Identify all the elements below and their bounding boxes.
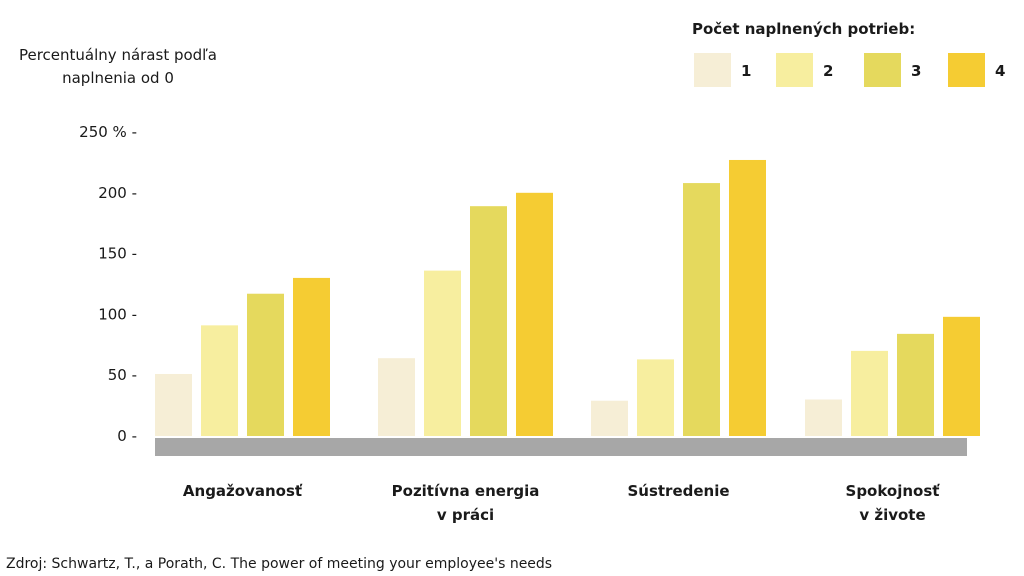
legend-label-1: 1: [741, 62, 751, 80]
x-category-label: Angažovanosť: [183, 482, 303, 500]
x-category-label: Pozitívna energia: [392, 482, 540, 500]
y-axis-title: Percentuálny nárast podľa naplnenia od 0: [18, 46, 218, 87]
bar-2-series-2: [424, 270, 461, 436]
bar-3-series-2: [637, 359, 674, 436]
x-category-label: v práci: [437, 506, 494, 524]
y-tick-label: 250 % -: [79, 123, 137, 141]
bar-4-series-3: [897, 333, 934, 436]
legend-swatch-3: [864, 53, 901, 87]
bar-1-series-1: [155, 373, 192, 436]
bar-4-series-1: [805, 399, 842, 436]
bar-3-series-1: [591, 400, 628, 436]
y-tick-label: 100 -: [98, 305, 137, 323]
y-tick-label: 150 -: [98, 245, 137, 263]
legend-swatch-2: [776, 53, 813, 87]
x-category-label: Spokojnosť: [846, 482, 941, 500]
baseline-band: [155, 438, 967, 456]
legend-swatch-1: [694, 53, 731, 87]
bar-4-series-2: [851, 350, 888, 436]
y-tick-label: 200 -: [98, 184, 137, 202]
source-note: Zdroj: Schwartz, T., a Porath, C. The po…: [6, 556, 553, 572]
bar-4-series-4: [943, 316, 980, 436]
x-category-label: v živote: [859, 506, 925, 524]
bar-1-series-4: [293, 277, 330, 436]
y-tick-label: 0 -: [117, 427, 137, 445]
legend-swatch-4: [948, 53, 985, 87]
legend-label-3: 3: [911, 62, 921, 80]
bar-1-series-3: [247, 293, 284, 436]
bar-1-series-2: [201, 325, 238, 436]
bar-2-series-1: [378, 358, 415, 436]
x-category-label: Sústredenie: [627, 482, 729, 500]
bar-3-series-4: [729, 159, 766, 436]
bar-2-series-3: [470, 206, 507, 436]
legend-label-2: 2: [823, 62, 833, 80]
y-tick-label: 50 -: [108, 366, 137, 384]
legend-label-4: 4: [995, 62, 1005, 80]
bar-3-series-3: [683, 183, 720, 436]
bar-2-series-4: [516, 192, 553, 436]
legend-title: Počet naplnených potrieb:: [692, 20, 916, 38]
